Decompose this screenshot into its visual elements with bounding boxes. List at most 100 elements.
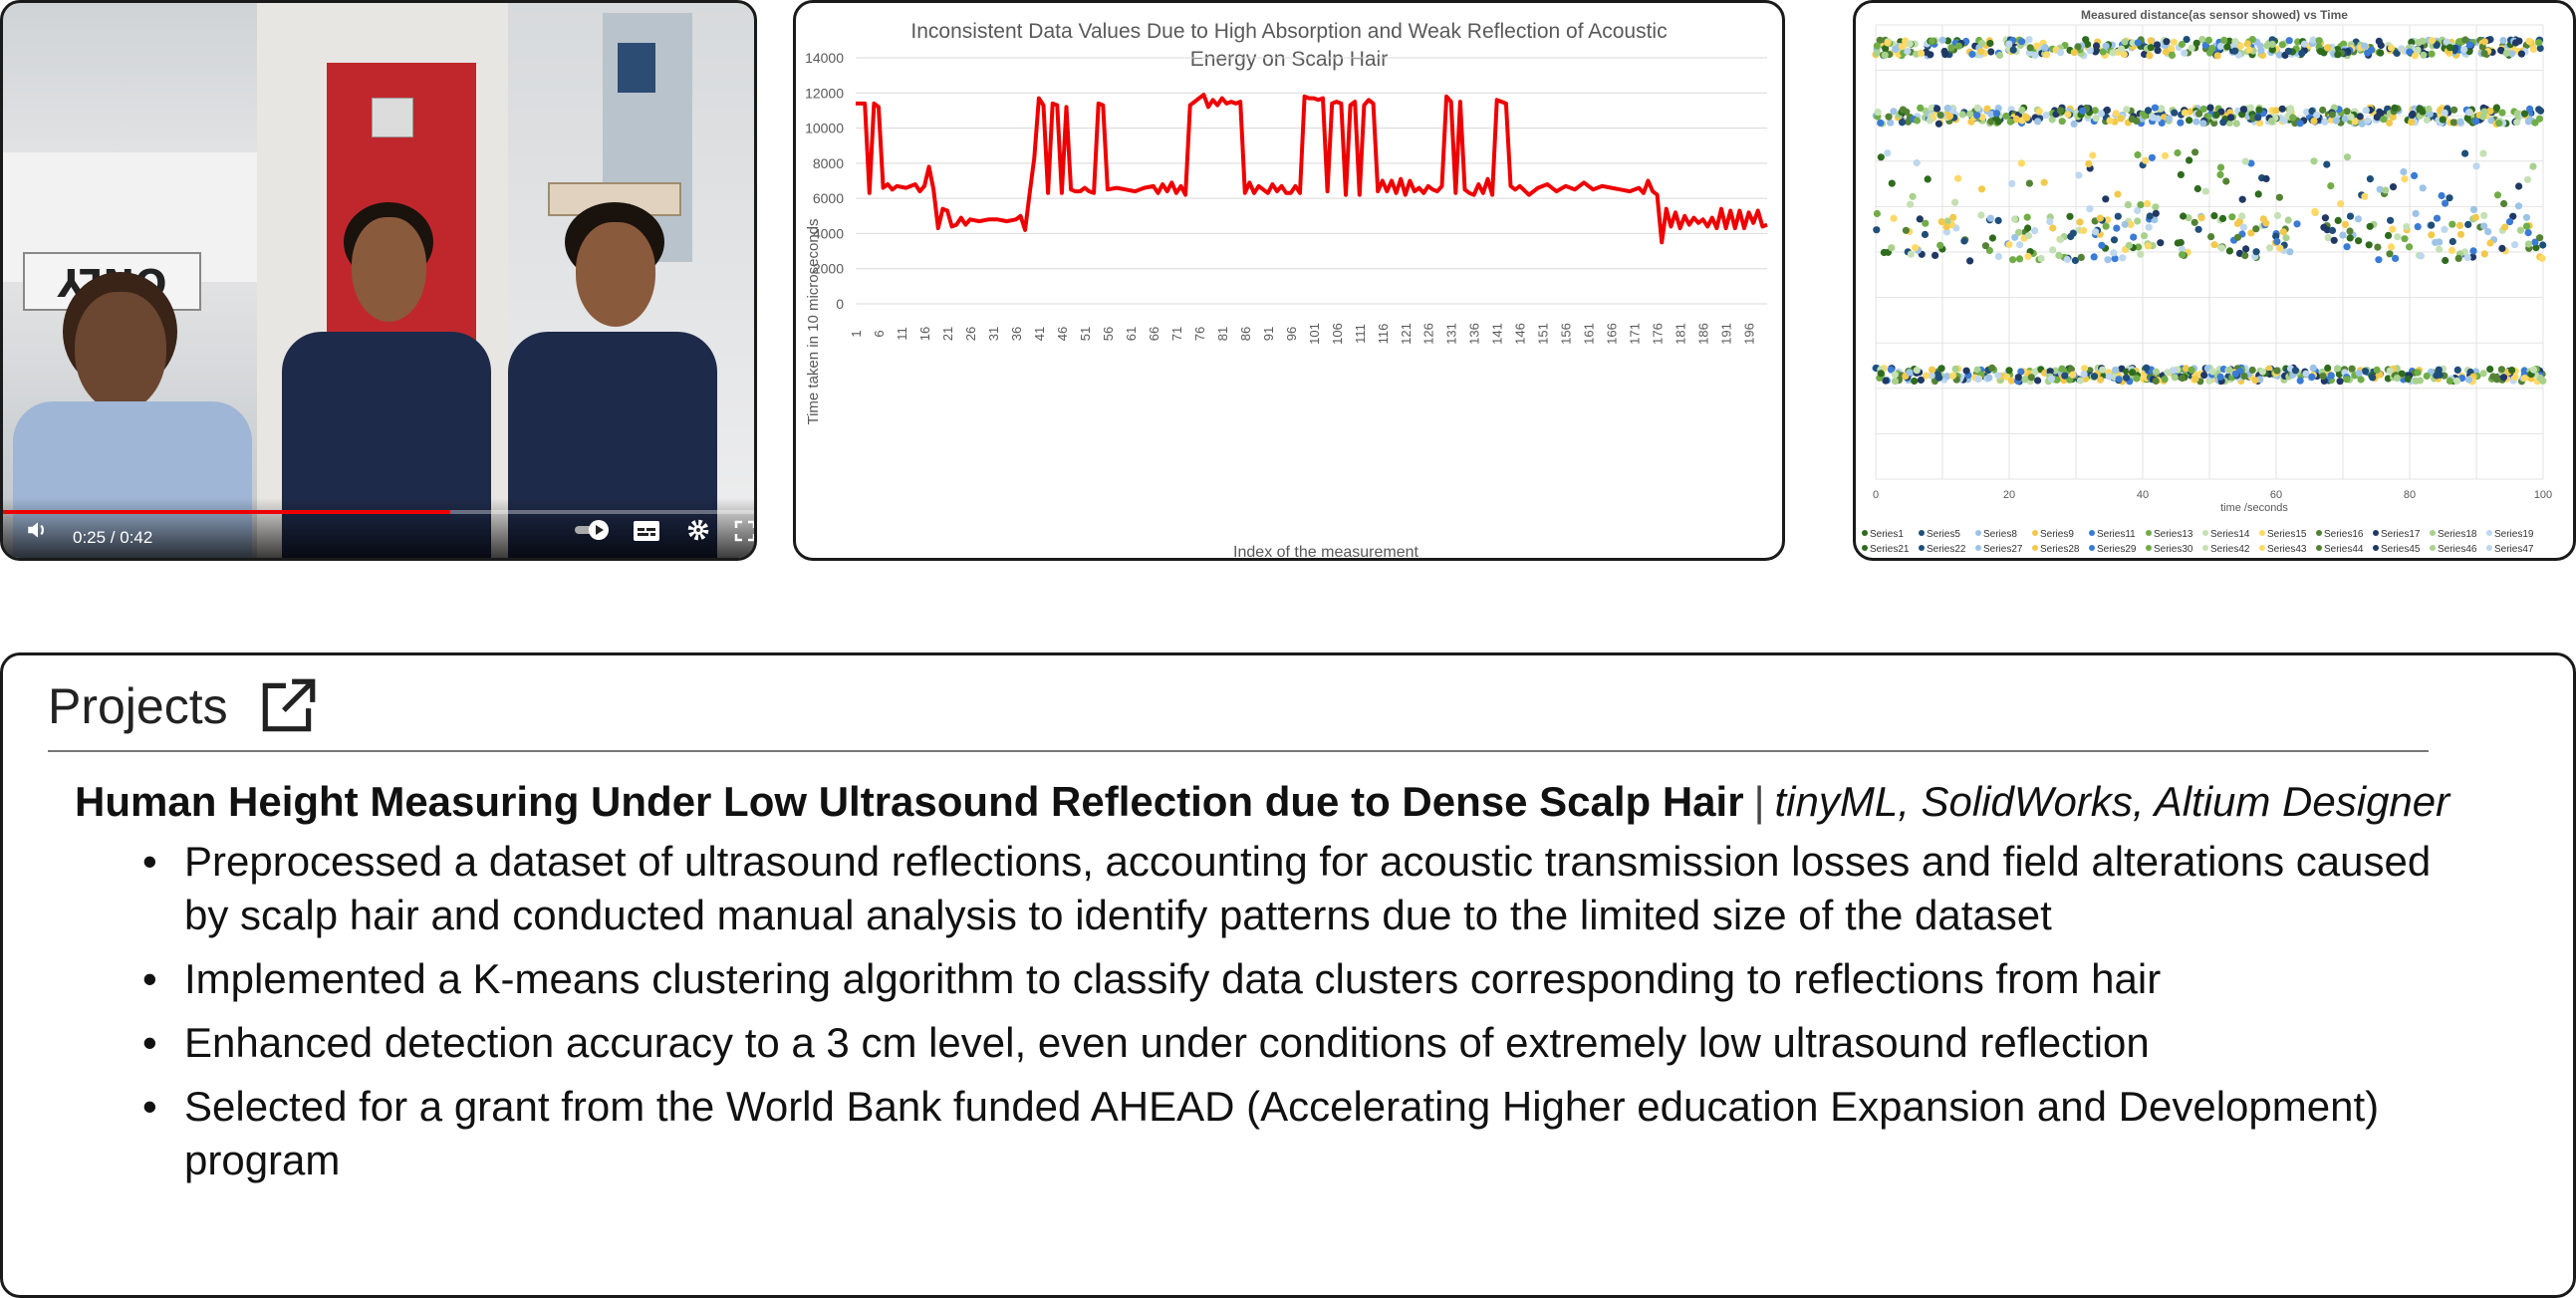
video-progress-bar[interactable]	[3, 510, 754, 514]
data-point	[2356, 113, 2364, 121]
data-point	[2439, 116, 2447, 124]
data-point	[1973, 104, 1981, 112]
data-point	[1954, 174, 1962, 182]
data-point	[1892, 45, 1900, 54]
data-point	[2210, 241, 2218, 249]
data-point	[2056, 235, 2065, 243]
data-point	[1986, 39, 1994, 48]
data-point	[2374, 243, 2382, 251]
data-point	[1913, 117, 1922, 125]
data-point	[2484, 228, 2492, 236]
data-point	[2520, 375, 2529, 383]
data-point	[2284, 216, 2292, 224]
legend-marker	[2146, 530, 2152, 536]
data-point	[1882, 377, 1890, 385]
data-point	[2252, 248, 2260, 256]
legend-entry: Series17	[2381, 529, 2421, 540]
legend-marker	[2202, 530, 2208, 536]
x-tick-label: 0	[1873, 489, 1879, 501]
data-point	[2298, 49, 2306, 58]
settings-icon[interactable]	[685, 517, 711, 550]
x-tick-label: 41	[1032, 327, 1047, 341]
data-point	[1943, 105, 1951, 113]
data-point	[2117, 115, 2125, 123]
data-point	[2266, 244, 2274, 252]
data-point	[2248, 366, 2256, 375]
data-point	[2177, 170, 2185, 178]
volume-icon[interactable]	[25, 517, 51, 550]
data-point	[2010, 215, 2019, 223]
line-chart-panel: Inconsistent Data Values Due to High Abs…	[793, 0, 1785, 561]
data-point	[2102, 222, 2110, 230]
data-point	[2423, 116, 2431, 125]
data-point	[2438, 191, 2446, 200]
fullscreen-icon[interactable]	[733, 519, 754, 550]
data-point	[2408, 119, 2416, 127]
data-point	[2278, 105, 2286, 113]
data-point	[2387, 44, 2396, 52]
data-point	[1888, 179, 1896, 187]
data-point	[2324, 234, 2332, 242]
y-tick-label: 14000	[805, 50, 844, 66]
data-point	[2385, 231, 2393, 239]
data-point	[2092, 47, 2100, 55]
autoplay-toggle-icon[interactable]	[573, 517, 613, 550]
data-point	[2446, 194, 2453, 202]
data-point	[2239, 223, 2247, 231]
data-point	[2529, 162, 2537, 170]
data-point	[2258, 368, 2266, 376]
legend-entry: Series45	[2381, 544, 2421, 555]
data-point	[2232, 120, 2240, 128]
data-point	[2373, 114, 2381, 122]
data-point	[2216, 373, 2224, 381]
data-point	[2197, 214, 2205, 222]
data-point	[1928, 372, 1935, 380]
data-point	[2366, 175, 2374, 183]
x-tick-label: 81	[1215, 327, 1230, 341]
data-point	[2146, 52, 2154, 60]
legend-marker	[2089, 530, 2095, 536]
data-point	[2233, 233, 2242, 241]
data-point	[1884, 149, 1892, 157]
data-point	[2411, 171, 2419, 179]
data-point	[1911, 377, 1919, 386]
legend-marker	[2373, 545, 2379, 551]
scatter-chart: Measured distance(as sensor showed) vs T…	[1862, 8, 2552, 555]
y-tick-label: 6000	[813, 190, 844, 206]
video-player[interactable]: ONLY 0:25 / 0:42	[0, 0, 757, 561]
data-point	[2049, 224, 2057, 232]
data-point	[2501, 223, 2509, 231]
legend-entry: Series44	[2324, 544, 2364, 555]
data-point	[2362, 107, 2370, 115]
data-point	[2472, 118, 2480, 126]
data-point	[2110, 249, 2118, 257]
data-point	[2047, 375, 2055, 383]
data-point	[2493, 191, 2502, 199]
data-point	[2009, 46, 2017, 54]
external-link-icon[interactable]	[255, 673, 321, 744]
data-point	[2163, 38, 2171, 46]
data-point	[2112, 366, 2120, 374]
data-point	[2177, 238, 2185, 247]
data-point	[2174, 148, 2182, 157]
data-point	[2450, 106, 2458, 114]
data-point	[1909, 192, 1917, 200]
data-point	[1938, 36, 1946, 44]
data-point	[2456, 230, 2465, 238]
data-point	[2074, 43, 2082, 51]
data-point	[2463, 115, 2471, 123]
x-tick-label: 176	[1651, 323, 1666, 345]
data-point	[1877, 119, 1885, 127]
data-point	[2008, 179, 2016, 187]
data-point	[2066, 212, 2074, 220]
data-point	[2084, 40, 2092, 49]
subtitles-icon[interactable]	[633, 519, 660, 550]
data-point	[1933, 105, 1941, 113]
data-point	[2442, 199, 2449, 207]
legend-marker	[2316, 530, 2322, 536]
data-point	[2134, 39, 2142, 47]
data-point	[2296, 120, 2304, 128]
legend-entry: Series19	[2494, 529, 2534, 540]
video-frame-boy-board	[508, 3, 754, 558]
scatter-chart-x-axis-label: time /seconds	[2220, 502, 2288, 514]
